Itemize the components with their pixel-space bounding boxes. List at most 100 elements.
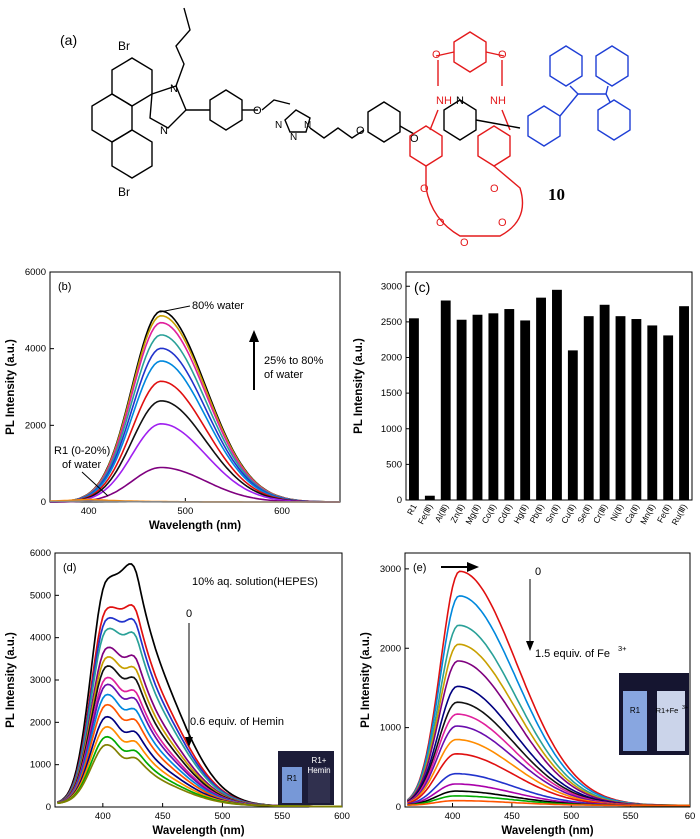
x-tick-label: 500 — [214, 811, 230, 822]
atom-n1: N — [170, 83, 178, 95]
structure-panel: (a) Br Br N N O N N N O O O O NH NH — [60, 7, 631, 249]
atom-n4: N — [290, 132, 297, 143]
bar — [552, 289, 562, 500]
x-tick-label: 500 — [563, 811, 579, 822]
vial-r1-fe — [657, 691, 685, 751]
atom-n2: N — [160, 125, 168, 137]
bar — [424, 495, 435, 500]
y-tick-label: 1000 — [381, 424, 402, 435]
y-tick-label: 2000 — [30, 717, 51, 728]
chart-panel-e: 0 1000 2000 3000 400 450 500 550 60 Wavelength (n… — [360, 552, 695, 837]
chart-panel-b: 0 2000 4000 6000 400 500 600 Wavelength (nm) PL … — [5, 267, 341, 532]
panel-label: (c) — [414, 279, 430, 295]
vial-r1 — [623, 691, 647, 751]
inset-label-r1: R1 — [630, 706, 641, 715]
x-tick-label: 550 — [274, 811, 290, 822]
panel-label: (e) — [413, 562, 426, 574]
category-label: R1 — [405, 502, 419, 517]
annotation-pointer — [81, 471, 109, 497]
x-tick-label: 450 — [504, 811, 520, 822]
y-tick-label: 1000 — [30, 760, 51, 771]
y-axis-title: PL Intensity (a.u.) — [5, 632, 17, 728]
y-tick-label: 3000 — [380, 564, 401, 575]
x-tick-label: 500 — [177, 506, 193, 517]
bar — [647, 325, 658, 500]
bar — [679, 306, 689, 500]
annotation-pointer — [159, 305, 191, 313]
annotation-end: 0.6 equiv. of Hemin — [190, 716, 284, 728]
y-tick-label: 3000 — [381, 281, 402, 292]
x-tick-label: 400 — [95, 811, 111, 822]
shift-arrow-head — [467, 562, 479, 572]
annotation-end: 1.5 equiv. of Fe — [535, 648, 610, 660]
bar — [520, 320, 531, 500]
x-tick-label: 400 — [81, 506, 97, 517]
inset-label-r1: R1 — [287, 774, 298, 783]
x-axis-title: Wavelength (nm) — [149, 520, 241, 532]
atom-o2: O — [356, 125, 365, 137]
inset-label-r1-fe: R1+Fe — [656, 706, 679, 715]
x-axis-title: Wavelength (nm) — [501, 825, 593, 837]
vial-photo-inset: R1 R1+Hemin — [278, 751, 334, 805]
category-label: Se(Ⅱ) — [575, 502, 593, 525]
vial-r1 — [282, 767, 302, 803]
plot-frame — [404, 552, 691, 808]
bar — [615, 316, 626, 500]
annotation-r1: R1 (0-20%) — [54, 445, 110, 457]
y-axis-title: PL Intensity (a.u.) — [353, 338, 365, 434]
y-tick-label: 500 — [386, 459, 402, 470]
bar — [504, 309, 515, 500]
bar — [631, 319, 642, 500]
y-tick-label: 0 — [46, 802, 51, 813]
category-label: Mn(Ⅱ) — [638, 502, 657, 526]
decrease-arrow-head — [526, 641, 534, 651]
y-tick-label: 1500 — [381, 388, 402, 399]
y-tick-label: 4000 — [30, 633, 51, 644]
emission-curve — [407, 799, 690, 807]
macrocycle-host — [409, 31, 524, 237]
panel-label-a: (a) — [60, 32, 77, 48]
category-label: Mg(Ⅱ) — [463, 502, 482, 526]
category-label: Pb(Ⅱ) — [527, 502, 545, 525]
phenanthroimidazole-core — [91, 7, 210, 179]
atom-n3: N — [275, 120, 282, 131]
emission-curve — [57, 743, 342, 808]
atom-n-pyridine: N — [456, 95, 464, 107]
annotation-end-superscript: 3+ — [618, 644, 627, 653]
category-label: Cr(Ⅲ) — [591, 502, 610, 525]
x-tick-label: 600 — [334, 811, 350, 822]
phenyl-triazole-linker — [209, 89, 415, 143]
panel-label: (b) — [58, 281, 71, 293]
panel-label: (d) — [63, 562, 76, 574]
chart-panel-c: 0 500 1000 1500 2000 2500 3000 PL Intensity (a.… — [353, 271, 693, 527]
atom-o1: O — [253, 105, 262, 117]
inset-label-fe-charge: 3+ — [682, 705, 688, 711]
emission-curve — [50, 380, 340, 503]
atom-o9: O — [460, 237, 469, 249]
atom-br-top: Br — [118, 39, 130, 53]
atom-n5: N — [304, 120, 311, 131]
x-axis-title: Wavelength (nm) — [152, 825, 244, 837]
emission-curve — [49, 310, 340, 503]
category-label: Co(Ⅱ) — [480, 502, 499, 525]
pyridine-axle — [443, 99, 521, 141]
emission-curve — [50, 500, 340, 503]
y-axis-title: PL Intensity (a.u.) — [5, 339, 17, 435]
inset-label-r1-plus: R1+ — [312, 756, 327, 765]
y-tick-label: 4000 — [25, 344, 46, 355]
y-tick-label: 0 — [397, 495, 402, 506]
bar — [536, 297, 546, 500]
bar — [409, 318, 419, 500]
category-label: Fe(Ⅲ) — [416, 502, 435, 526]
annotation-range: 25% to 80% — [264, 355, 324, 367]
bar — [567, 350, 578, 500]
annotation-r1-unit: of water — [62, 459, 101, 471]
emission-curve — [49, 314, 340, 503]
bar — [472, 314, 483, 500]
bar — [456, 319, 467, 500]
y-axis-title: PL Intensity (a.u.) — [360, 632, 372, 728]
atom-o6: O — [420, 183, 429, 195]
y-tick-label: 2000 — [381, 353, 402, 364]
emission-curve — [50, 360, 341, 503]
